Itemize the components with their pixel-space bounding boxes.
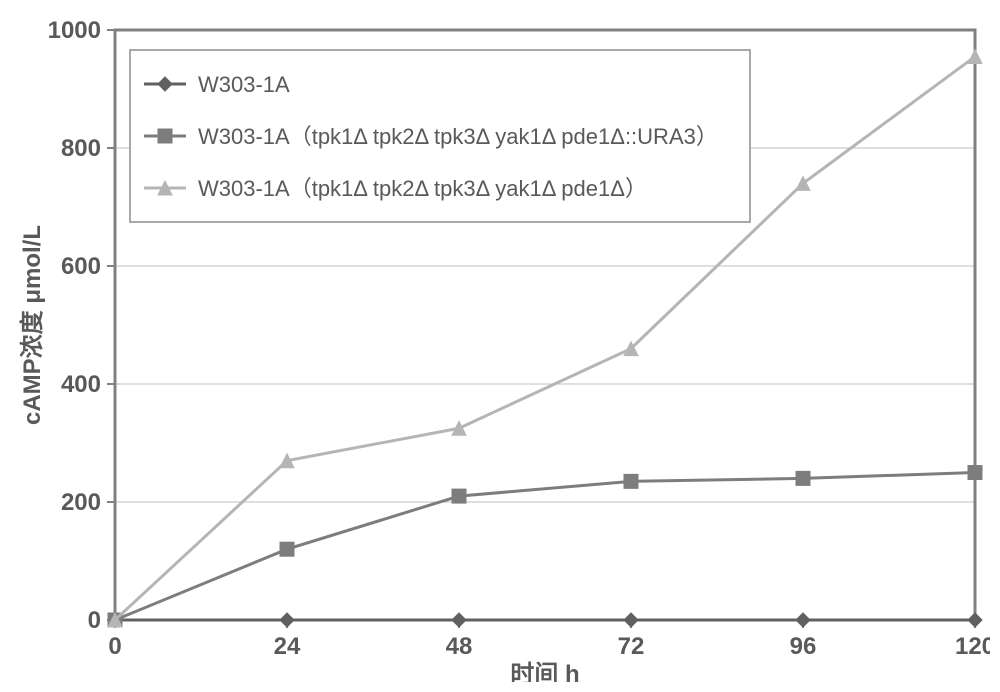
x-tick-label: 0	[108, 633, 121, 660]
x-tick-label: 72	[618, 633, 645, 660]
y-axis-label: cAMP浓度 μmol/L	[18, 225, 46, 425]
y-tick-label: 400	[61, 371, 101, 398]
line-chart: 0 24 48 72 96 120 0 200 400 600 800 1000 时间 h cAMP浓度 …	[10, 10, 990, 682]
x-tick-label: 96	[790, 633, 817, 660]
x-tick-label: 120	[955, 633, 990, 660]
y-tick-label: 800	[61, 135, 101, 162]
x-tick-label: 24	[274, 633, 301, 660]
y-tick-label: 600	[61, 253, 101, 280]
chart-container: 0 24 48 72 96 120 0 200 400 600 800 1000 时间 h cAMP浓度 …	[10, 10, 990, 682]
y-tick-label: 0	[88, 607, 101, 634]
legend-label: W303-1A（tpk1Δ tpk2Δ tpk3Δ yak1Δ pde1Δ::U…	[198, 124, 718, 149]
legend-label: W303-1A	[198, 72, 290, 97]
legend-label: W303-1A（tpk1Δ tpk2Δ tpk3Δ yak1Δ pde1Δ）	[198, 176, 647, 201]
y-tick-label: 200	[61, 489, 101, 516]
series-marker	[624, 474, 638, 488]
series-marker	[280, 542, 294, 556]
series-marker	[796, 471, 810, 485]
series-marker	[452, 489, 466, 503]
x-tick-label: 48	[446, 633, 473, 660]
y-tick-label: 1000	[48, 17, 101, 44]
x-axis-label: 时间 h	[510, 661, 579, 682]
series-marker	[968, 466, 982, 480]
